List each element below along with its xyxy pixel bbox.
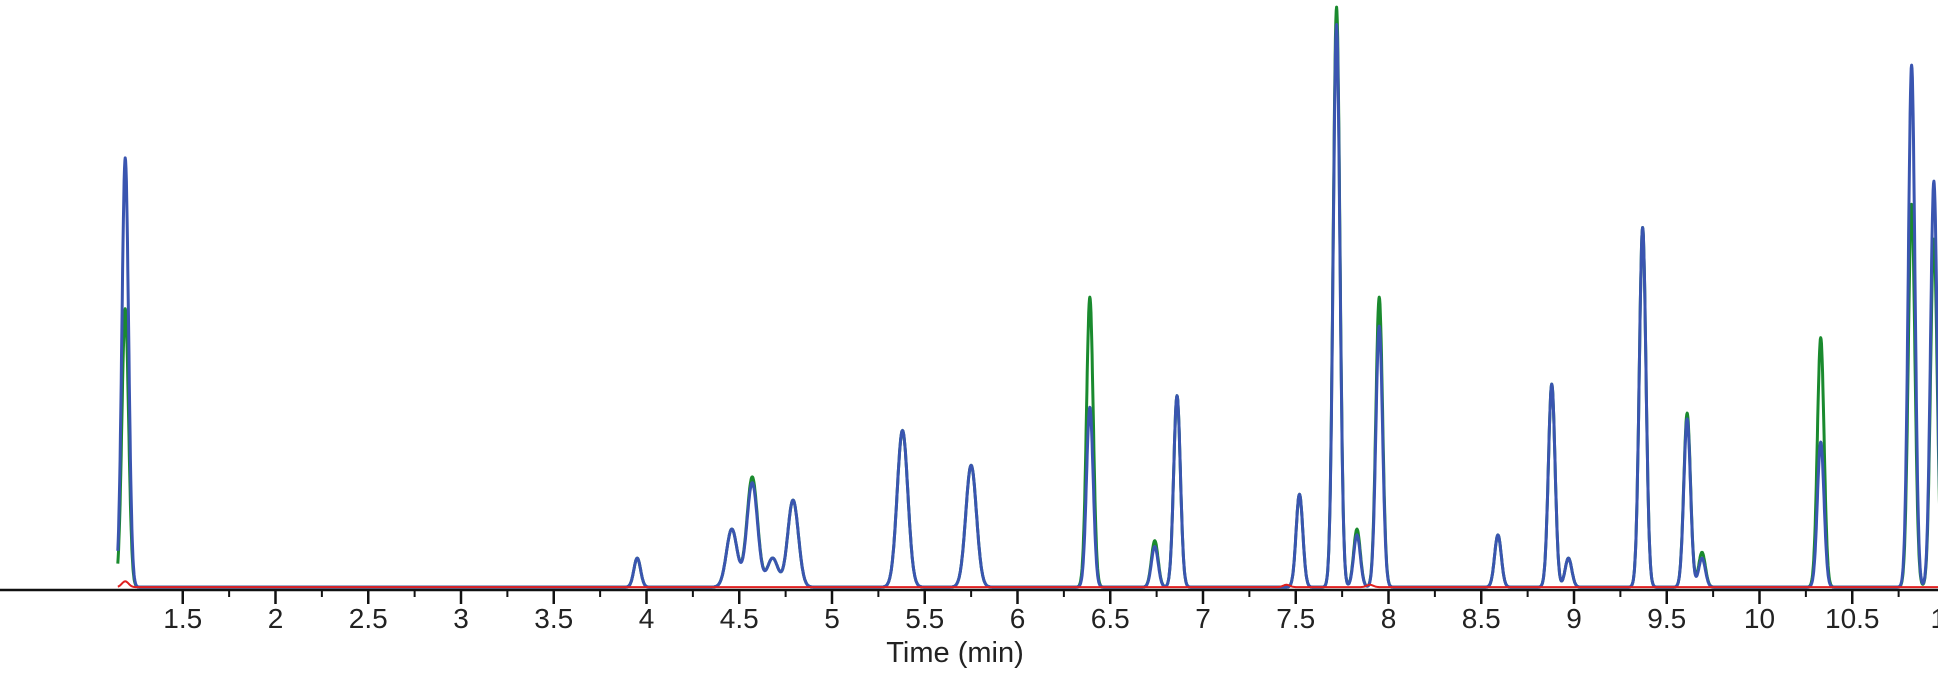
x-axis-ticks: 1.5 2 2.5 3 3.5 4 4.5 5 5.5 6 6.5 7 7.5 8 8.5 9 9.5 10 10.…: [163, 590, 1938, 634]
x-tick-label: 2.5: [349, 603, 388, 634]
series-line-3: [117, 580, 1938, 589]
x-tick-label: 8: [1381, 603, 1397, 634]
x-tick-label: 4.5: [720, 603, 759, 634]
x-tick-label: 11: [1930, 603, 1938, 634]
x-tick-label: 8.5: [1462, 603, 1501, 634]
series-line-1: [116, 5, 1938, 589]
x-tick-label: 2: [268, 603, 284, 634]
x-tick-label: 9: [1566, 603, 1582, 634]
x-tick-label: 6: [1010, 603, 1026, 634]
series-line-2: [116, 23, 1938, 589]
x-tick-label: 5: [824, 603, 840, 634]
series-layer: [116, 5, 1938, 589]
x-tick-label: 9.5: [1647, 603, 1686, 634]
x-tick-label: 10: [1744, 603, 1775, 634]
x-tick-label: 7.5: [1276, 603, 1315, 634]
x-tick-label: 7: [1195, 603, 1211, 634]
x-tick-label: 3: [453, 603, 469, 634]
x-tick-label: 3.5: [534, 603, 573, 634]
x-tick-label: 5.5: [905, 603, 944, 634]
x-tick-label: 10.5: [1825, 603, 1880, 634]
x-tick-label: 6.5: [1091, 603, 1130, 634]
x-axis-title: Time (min): [886, 637, 1023, 669]
x-tick-label: 4: [639, 603, 655, 634]
x-tick-label: 1.5: [163, 603, 202, 634]
